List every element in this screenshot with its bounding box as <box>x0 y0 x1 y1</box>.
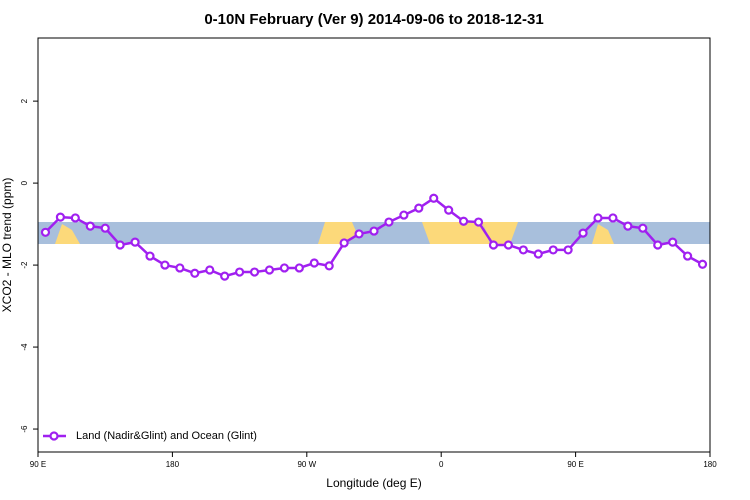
point <box>40 227 51 237</box>
point <box>518 245 528 255</box>
point <box>503 240 513 250</box>
y-tick-label: 0 <box>20 180 29 185</box>
point <box>205 265 215 275</box>
point <box>130 237 140 247</box>
legend-label: Land (Nadir&Glint) and Ocean (Glint) <box>76 430 257 442</box>
point <box>175 263 185 273</box>
point <box>548 245 558 255</box>
point <box>55 212 66 222</box>
point <box>608 213 618 223</box>
point <box>190 268 200 278</box>
point <box>115 240 125 250</box>
x-tick-label: 180 <box>166 460 180 469</box>
point <box>220 271 230 281</box>
point <box>324 261 334 271</box>
y-tick-label: -4 <box>20 343 29 351</box>
point <box>264 265 275 275</box>
point <box>697 259 708 269</box>
point <box>459 216 469 226</box>
y-tick-label: -6 <box>20 425 29 433</box>
point <box>593 213 603 223</box>
point <box>85 221 95 231</box>
point <box>488 240 499 250</box>
legend-marker <box>49 431 59 441</box>
point <box>70 213 80 223</box>
x-tick-label: 180 <box>703 460 717 469</box>
point <box>294 263 304 273</box>
point <box>668 237 678 247</box>
point <box>429 193 439 203</box>
point <box>638 223 648 233</box>
point <box>309 258 319 268</box>
y-tick-label: -2 <box>20 261 29 269</box>
point <box>249 267 260 277</box>
plot-frame <box>37 37 711 453</box>
point <box>369 226 379 236</box>
point <box>578 228 588 238</box>
point <box>339 238 349 248</box>
point <box>563 245 573 255</box>
y-tick-label: 2 <box>20 98 29 103</box>
x-tick-label: 0 <box>439 460 444 469</box>
chart-title: 0-10N February (Ver 9) 2014-09-06 to 201… <box>204 11 543 28</box>
point <box>145 251 155 261</box>
x-tick-label: 90 E <box>567 460 583 469</box>
y-axis-label: XCO2 - MLO trend (ppm) <box>0 178 14 313</box>
point <box>384 217 394 227</box>
point <box>444 205 454 215</box>
point <box>279 263 289 273</box>
x-axis-label: Longitude (deg E) <box>326 476 421 490</box>
point <box>414 203 424 213</box>
point <box>399 210 409 220</box>
point <box>653 240 663 250</box>
point <box>100 223 110 233</box>
point <box>623 221 633 231</box>
x-tick-label: 90 W <box>297 460 316 469</box>
point <box>235 267 245 277</box>
x-tick-label: 90 E <box>30 460 46 469</box>
point <box>533 249 543 259</box>
point <box>473 217 484 227</box>
point <box>160 260 170 270</box>
point <box>682 251 693 261</box>
point <box>354 229 364 239</box>
